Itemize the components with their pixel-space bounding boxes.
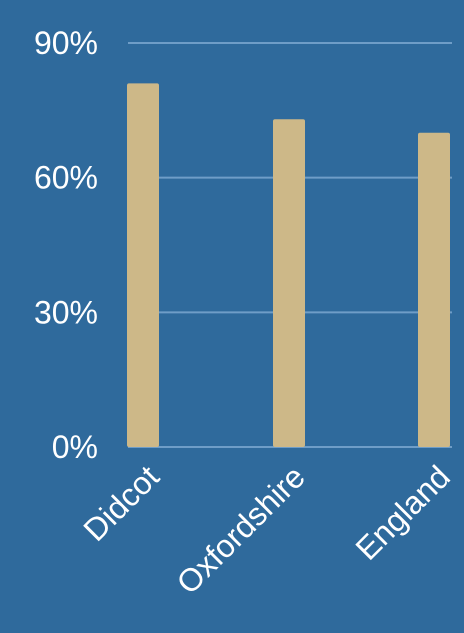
y-tick-label: 0% — [52, 429, 98, 465]
y-tick-label: 60% — [34, 160, 98, 196]
bars — [127, 83, 450, 448]
bar-didcot — [127, 83, 159, 448]
y-tick-label: 30% — [34, 294, 98, 330]
y-tick-label: 90% — [34, 25, 98, 61]
y-axis: 0% 30% 60% 90% — [34, 25, 98, 465]
bar-england — [418, 132, 450, 447]
bar-oxfordshire — [273, 119, 305, 448]
